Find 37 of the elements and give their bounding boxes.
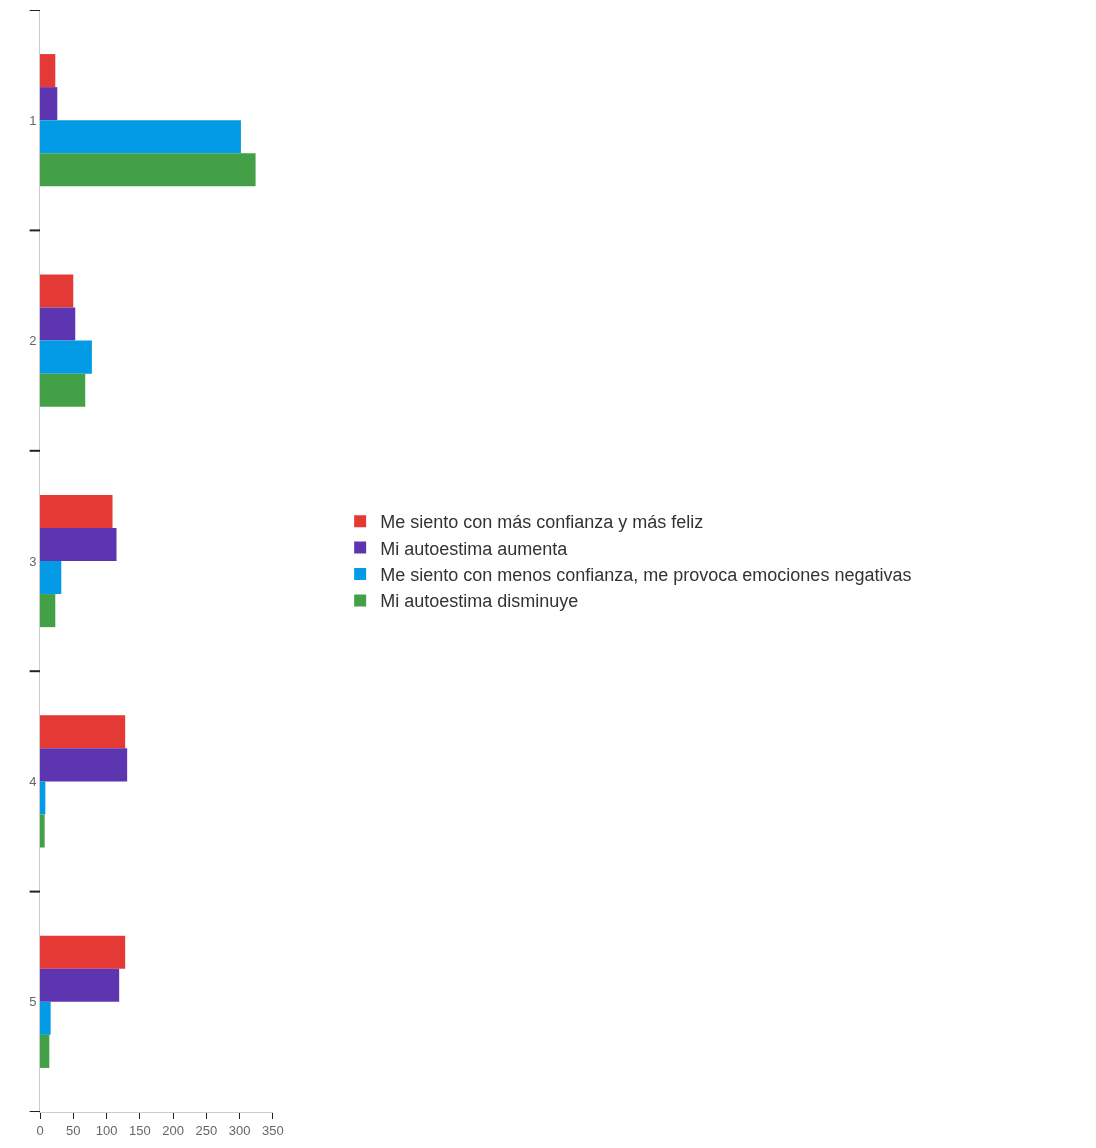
- x-tick-label: 250: [195, 1122, 218, 1138]
- y-tick-label: 4: [29, 773, 37, 789]
- bar: [40, 307, 76, 341]
- legend-label: Mi autoestima aumenta: [380, 538, 569, 559]
- bar: [40, 748, 128, 782]
- y-tick-label: 1: [29, 112, 37, 128]
- bar: [40, 87, 58, 121]
- bar: [40, 1034, 50, 1068]
- x-tick-label: 0: [36, 1122, 44, 1138]
- x-tick-label: 50: [66, 1122, 81, 1138]
- y-tick-label: 5: [29, 994, 37, 1010]
- bar: [40, 120, 241, 154]
- bar: [40, 373, 86, 407]
- bar: [40, 935, 126, 969]
- bar: [40, 153, 256, 187]
- bar: [40, 814, 45, 848]
- legend-label: Me siento con menos confianza, me provoca emociones negativas: [380, 565, 912, 586]
- x-tick-label: 200: [162, 1122, 184, 1138]
- bar: [40, 781, 46, 815]
- x-tick-label: 350: [262, 1122, 284, 1138]
- bar: [40, 340, 92, 374]
- bar: [40, 715, 126, 749]
- legend-label: Me siento con más confianza y más feliz: [380, 512, 704, 533]
- x-tick-label: 100: [95, 1122, 118, 1138]
- bar: [40, 527, 117, 561]
- bar: [40, 54, 56, 88]
- bar: [40, 968, 120, 1002]
- x-tick-label: 150: [128, 1122, 151, 1138]
- bar: [40, 1001, 51, 1035]
- legend-label: Mi autoestima disminuye: [380, 591, 579, 612]
- bar: [40, 594, 56, 628]
- y-tick-label: 3: [29, 553, 37, 569]
- bar: [40, 274, 74, 308]
- bar: [40, 561, 62, 595]
- bar: [40, 494, 113, 528]
- x-tick-label: 300: [228, 1122, 251, 1138]
- y-tick-label: 2: [29, 333, 37, 349]
